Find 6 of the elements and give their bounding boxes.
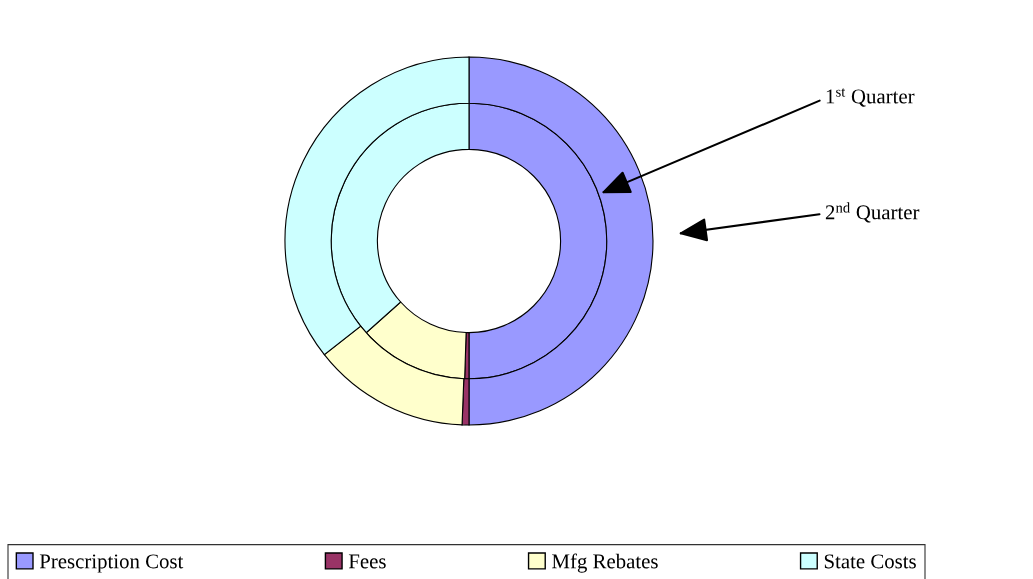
slice-label: 1$^{st}$ Quarter: [826, 88, 915, 107]
slice-label: 2$^{nd}$ Quarter: [825, 202, 920, 223]
legend-label: Prescription Cost: [39, 554, 184, 573]
legend-label: Mfg Rebates: [552, 553, 658, 573]
legend-label: Fees: [348, 554, 386, 569]
legend-label: State Costs: [824, 554, 916, 569]
